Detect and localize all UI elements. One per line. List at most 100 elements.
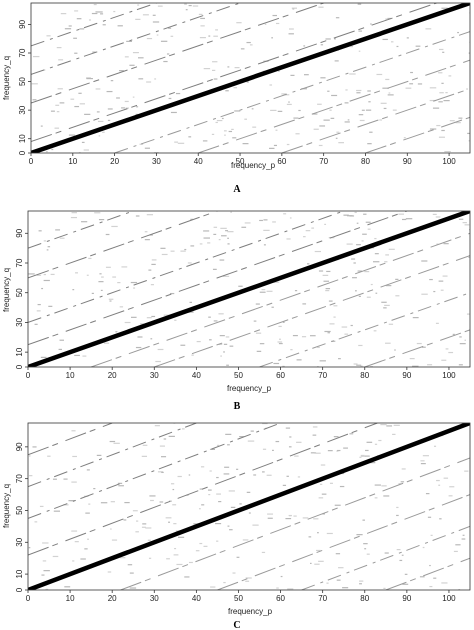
panel-b-secondary-line: [28, 211, 218, 279]
panel-a-x-tick-label: 0: [29, 157, 34, 166]
panel-c-x-tick-label: 80: [360, 594, 369, 603]
panel-b-x-axis-title: frequency_p: [227, 384, 272, 393]
panel-b-label: B: [234, 401, 241, 412]
panel-c-plot-area: [27, 422, 471, 591]
panel-a-secondary-line: [31, 3, 324, 104]
panel-a-y-tick-label: 50: [18, 77, 27, 86]
panel-c-main-diagonal: [28, 423, 470, 590]
panel-b-secondary-line: [259, 292, 470, 367]
panel-c-y-tick-label: 10: [15, 569, 24, 578]
panel-c-secondary-line: [28, 423, 113, 456]
panel-c-x-axis-title: frequency_p: [228, 607, 273, 616]
panel-b-x-tick-label: 10: [66, 371, 75, 380]
panel-c-x-tick-label: 90: [402, 594, 411, 603]
panel-a-x-tick-label: 20: [110, 157, 119, 166]
panel-b-noise-marks: [28, 211, 470, 367]
panel-c-secondary-line: [217, 494, 470, 590]
panel-a-plot-area: [30, 2, 471, 154]
panel-a-plot-frame: [30, 2, 471, 154]
panel-c-x-tick-label: 10: [66, 594, 75, 603]
panel-b-x-tick-label: 80: [360, 371, 369, 380]
panel-a-secondary-line: [365, 116, 470, 153]
panel-b-y-tick-label: 0: [15, 364, 24, 369]
panel-b-y-axis-title: frequency_q: [2, 268, 11, 312]
panel-c-secondary-line: [28, 423, 378, 556]
panel-a-x-tick-label: 80: [361, 157, 370, 166]
panel-a-x-tick-label: 70: [319, 157, 328, 166]
panel-b-x-tick-label: 0: [26, 371, 31, 380]
panel-c-y-tick-label: 70: [15, 474, 24, 483]
panel-c-secondary-line: [301, 525, 470, 590]
panel-c-x-tick-label: 0: [26, 594, 31, 603]
panel-b-x-tick-label: 30: [150, 371, 159, 380]
panel-a-secondary-line: [281, 88, 470, 153]
panel-a-main-diagonal: [31, 3, 470, 153]
panel-c-y-tick-label: 0: [15, 587, 24, 592]
panel-b-secondary-line: [28, 211, 134, 249]
panel-c-secondary-line: [28, 423, 281, 519]
panel-c-x-tick-label: 100: [442, 594, 456, 603]
panel-a-y-tick-label: 10: [18, 134, 27, 143]
panel-a-y-axis-title: frequency_q: [2, 56, 11, 100]
panel-a-y-tick-label: 0: [18, 150, 27, 155]
panel-a-x-tick-label: 100: [442, 157, 456, 166]
panel-a-y-axis: 0 10 30 50 70 90: [18, 19, 31, 155]
panel-a-y-tick-label: 90: [18, 19, 27, 28]
panel-c-y-tick-label: 30: [15, 537, 24, 546]
panel-b-y-axis: 0 10 30 50 70 90: [15, 228, 28, 369]
panel-a-secondary-line: [198, 59, 470, 153]
panel-a-x-tick-label: 50: [236, 157, 245, 166]
panel-b-main-diagonal: [28, 211, 470, 367]
panel-c-x-tick-label: 60: [276, 594, 285, 603]
panel-a-secondary-line: [31, 3, 437, 143]
panel-a-y-tick-label: 30: [18, 105, 27, 114]
panel-c-x-tick-label: 50: [234, 594, 243, 603]
panel-c-x-tick-label: 70: [318, 594, 327, 603]
panel-c-plot-frame: [27, 422, 471, 591]
panel-a-x-tick-label: 60: [277, 157, 286, 166]
panel-a-secondary-line: [114, 31, 470, 153]
panel-c-cells: [28, 423, 470, 590]
panel-c-y-tick-label: 90: [15, 442, 24, 451]
panel-b-y-tick-label: 90: [15, 228, 24, 237]
panel-c-label: C: [233, 620, 240, 630]
panel-a-x-axis: 0 10 20 30 40 50 60 70 80 90 100: [29, 153, 456, 166]
panel-a-secondary-line: [31, 3, 157, 47]
panel-a-x-tick-label: 10: [68, 157, 77, 166]
panel-b-x-tick-label: 70: [318, 371, 327, 380]
panel-b-x-tick-label: 90: [402, 371, 411, 380]
panel-b-secondary-line: [90, 232, 470, 367]
panel-c-secondary-line: [28, 423, 197, 488]
panel-b-x-tick-label: 20: [108, 371, 117, 380]
panel-b-cells: [28, 211, 470, 367]
panel-c: C frequency_p frequency_q 0 10 20 30 40 50 60 7…: [2, 422, 471, 630]
panel-c-noise-marks: [28, 423, 469, 590]
panel-c-x-tick-label: 20: [108, 594, 117, 603]
panel-a-y-tick-label: 70: [18, 48, 27, 57]
panel-b-y-tick-label: 50: [15, 288, 24, 297]
panel-b: B frequency_p frequency_q 0 10 20 30 40 50 60 7…: [2, 210, 471, 412]
panel-c-y-axis: 0 10 30 50 70 90: [15, 442, 28, 592]
panel-b-y-tick-label: 10: [15, 347, 24, 356]
panel-c-y-axis-title: frequency_q: [2, 484, 11, 528]
panel-a-label: A: [233, 184, 241, 195]
panel-b-plot-frame: [27, 210, 471, 368]
panel-c-y-tick-label: 50: [15, 505, 24, 514]
panel-b-secondary-line: [28, 211, 408, 346]
panel-a-x-axis-title: frequency_p: [231, 161, 276, 170]
panel-b-x-tick-label: 100: [442, 371, 456, 380]
panel-b-x-tick-label: 50: [234, 371, 243, 380]
panel-a-x-tick-label: 40: [194, 157, 203, 166]
panel-a-x-tick-label: 30: [152, 157, 161, 166]
panel-b-x-axis: 0 10 20 30 40 50 60 70 80 90 100: [26, 367, 456, 380]
panel-a-secondary-line: [31, 3, 241, 75]
panel-a: A frequency_p frequency_q 0 10 20 30 40 50 60 7…: [2, 2, 471, 195]
panel-c-x-tick-label: 30: [150, 594, 159, 603]
panel-a-x-tick-label: 90: [403, 157, 412, 166]
panel-b-secondary-line: [154, 255, 470, 367]
panel-b-plot-area: [27, 210, 471, 368]
panel-c-x-tick-label: 40: [192, 594, 201, 603]
panel-c-secondary-line: [120, 457, 470, 590]
panel-b-x-tick-label: 60: [276, 371, 285, 380]
